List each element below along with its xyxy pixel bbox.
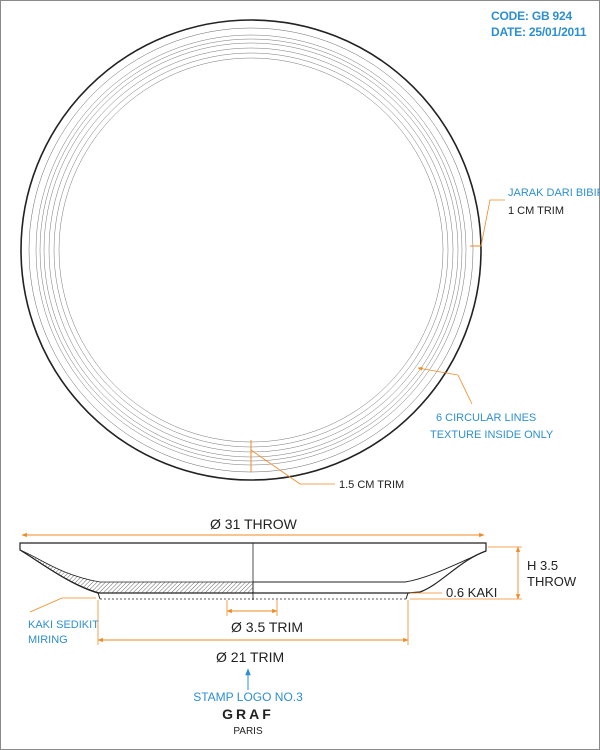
texture-ring-1 <box>35 34 467 466</box>
texture-ring-5 <box>53 52 449 448</box>
diameter-symbol-base: Ø <box>216 649 227 665</box>
date-value: 25/01/2011 <box>528 25 587 39</box>
top-dimension-value: 31 THROW <box>225 516 298 532</box>
plate-foot-right <box>405 592 409 600</box>
stamp-area: STAMP LOGO NO.3 GRAF PARIS <box>193 668 303 737</box>
date-label: DATE: <box>491 25 526 39</box>
texture-ring-4 <box>48 47 454 453</box>
rim-trim-line <box>28 27 474 473</box>
code-label: CODE: <box>491 9 529 23</box>
plate-inner-curve <box>253 550 487 583</box>
foot-note-leader <box>29 597 63 613</box>
texture-rings <box>35 34 467 466</box>
foot-note-line2: MIRING <box>28 634 68 646</box>
top-dimension-label: Ø 31 THROW <box>210 516 298 532</box>
code-value: GB 924 <box>531 9 572 23</box>
stamp-city: PARIS <box>233 726 263 737</box>
plate-section-hatch <box>19 549 254 594</box>
circle-note-line2: TEXTURE INSIDE ONLY <box>430 429 554 441</box>
base-dimension-value: 21 TRIM <box>231 649 284 665</box>
center-dimension-value: 3.5 TRIM <box>246 619 303 635</box>
foot-height-label: 0.6 KAKI <box>446 585 497 600</box>
circle-note-line1: 6 CIRCULAR LINES <box>436 412 536 424</box>
rim-leader <box>480 199 505 247</box>
diameter-symbol-top: Ø <box>210 516 221 532</box>
inner-trim-leader <box>250 449 301 485</box>
rim-note-line2: 1 CM TRIM <box>508 205 564 217</box>
plate-foot-left <box>97 592 101 600</box>
circle-note-leader <box>417 366 459 376</box>
diameter-symbol-center: Ø <box>231 619 242 635</box>
plate-outer-rim <box>20 19 482 481</box>
foot-note-line1: KAKI SEDIKIT <box>28 619 99 631</box>
center-dimension-label: Ø 3.5 TRIM <box>231 619 303 635</box>
inner-trim-note: 1.5 CM TRIM <box>339 479 404 491</box>
code-line: CODE: GB 924 <box>491 8 586 24</box>
texture-ring-6 <box>58 57 444 443</box>
base-dimension-label: Ø 21 TRIM <box>216 649 284 665</box>
code-block: CODE: GB 924 DATE: 25/01/2011 <box>491 8 587 40</box>
side-view: Ø 31 THROW H 3.5 THROW 0.6 KAKI KAKI SED… <box>19 516 577 665</box>
circle-note-leader-2 <box>457 374 473 405</box>
texture-ring-3 <box>43 42 459 458</box>
texture-ring-2 <box>39 38 463 462</box>
height-label-line2: THROW <box>527 574 577 589</box>
rim-note-line1: JARAK DARI BIBIR <box>508 187 600 199</box>
height-label-line1: H 3.5 <box>527 558 558 573</box>
top-view: JARAK DARI BIBIR 1 CM TRIM 6 CIRCULAR LI… <box>20 19 600 491</box>
stamp-brand: GRAF <box>222 706 274 722</box>
stamp-label: STAMP LOGO NO.3 <box>193 690 303 704</box>
date-line: DATE: 25/01/2011 <box>491 24 587 40</box>
